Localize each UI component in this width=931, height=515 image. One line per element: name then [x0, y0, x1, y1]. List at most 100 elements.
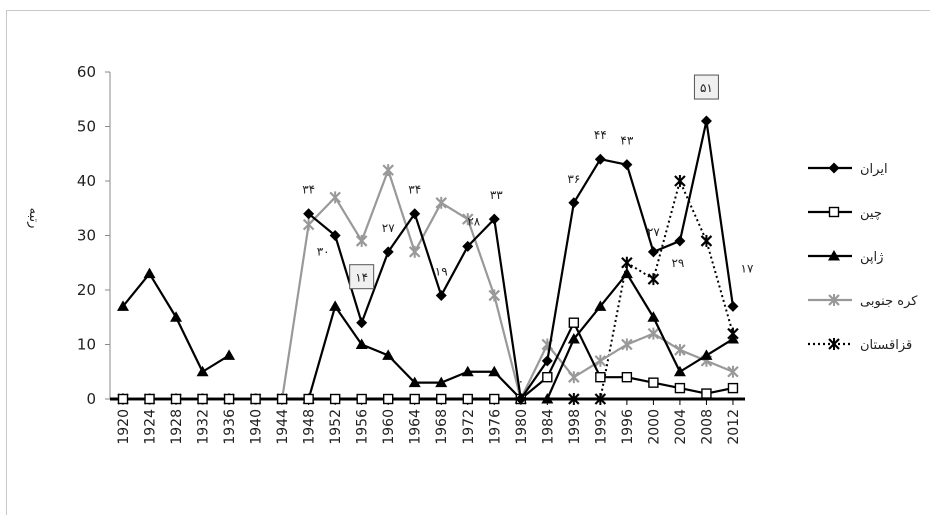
data-point: [726, 333, 739, 344]
x-tick-label: 1960: [381, 409, 397, 445]
data-point: [435, 289, 447, 301]
legend-item-3: کره جنوبی: [808, 294, 918, 309]
data-label: ۴۴: [594, 128, 607, 142]
legend-label: ایران: [860, 162, 888, 177]
data-point: [329, 191, 341, 204]
data-point: [117, 300, 129, 311]
data-label: ۳۳: [490, 188, 503, 202]
data-point: [250, 393, 261, 405]
data-point: [594, 354, 607, 367]
data-point: [329, 300, 342, 311]
legend-item-1: چین: [808, 206, 882, 221]
data-label: ۳۰: [317, 245, 330, 259]
y-tick-label: 60: [77, 63, 96, 81]
data-point: [409, 208, 421, 220]
data-point: [197, 393, 208, 405]
data-point: [567, 333, 580, 344]
series-0: [303, 115, 739, 405]
x-tick-label: 1924: [143, 409, 159, 445]
series-line: [123, 321, 734, 401]
data-label: ۱۷: [741, 261, 754, 275]
data-point: [647, 311, 660, 322]
data-point: [594, 300, 607, 311]
series-3: [117, 164, 739, 405]
data-point: [488, 365, 501, 377]
data-point: [541, 393, 554, 404]
data-point: [276, 393, 288, 405]
data-point: [727, 300, 739, 312]
x-tick-label: 1936: [222, 409, 238, 445]
x-tick-label: 1944: [275, 409, 291, 445]
y-tick-label: 10: [77, 336, 96, 354]
series-2: [117, 267, 739, 404]
legend-marker: [828, 250, 840, 261]
legend-item-4: قزاقستان: [808, 338, 912, 353]
data-point: [594, 153, 606, 165]
data-point: [170, 311, 183, 322]
data-point: [488, 213, 500, 225]
data-point: [647, 246, 659, 258]
x-tick-label: 2000: [646, 409, 662, 445]
data-point: [541, 355, 553, 367]
data-point: [594, 393, 607, 405]
legend-item-2: ژاپن: [808, 250, 883, 265]
data-point: [568, 197, 580, 209]
y-axis-label: رتبه: [26, 208, 41, 229]
data-point: [223, 393, 235, 405]
data-point: [647, 327, 660, 340]
data-point: [542, 372, 553, 383]
legend-label: قزاقستان: [860, 338, 912, 353]
data-point: [595, 372, 606, 383]
data-point: [355, 234, 368, 247]
data-point: [568, 371, 580, 384]
x-tick-label: 1980: [514, 409, 530, 445]
data-point: [621, 159, 633, 171]
x-tick-label: 1940: [249, 409, 265, 445]
data-point: [727, 382, 739, 394]
x-tick-label: 2012: [726, 409, 742, 445]
series-1: [117, 317, 739, 405]
legend-marker: [828, 206, 840, 218]
x-tick-label: 1920: [116, 409, 132, 445]
label-box: [349, 264, 375, 290]
series-line: [122, 272, 230, 373]
y-tick-label: 30: [77, 227, 96, 245]
data-label: ۴۳: [620, 134, 633, 148]
data-point: [568, 393, 580, 405]
data-point: [673, 365, 686, 377]
data-point: [462, 240, 474, 252]
legend-item-0: ایران: [808, 162, 888, 177]
legend-marker: [828, 162, 840, 174]
x-tick-label: 1998: [567, 409, 583, 445]
data-point: [489, 393, 500, 405]
data-point: [621, 338, 633, 351]
data-point: [674, 175, 686, 187]
series-line: [307, 119, 735, 401]
y-tick-label: 20: [77, 281, 96, 299]
x-tick-label: 1996: [620, 409, 636, 445]
data-point: [408, 245, 421, 258]
data-label: ۱۹: [435, 264, 448, 278]
data-label: ۳۴: [408, 183, 421, 197]
data-point: [356, 393, 367, 405]
data-point: [621, 372, 633, 383]
data-point: [700, 349, 713, 360]
data-point: [170, 393, 182, 405]
data-label: ۰: [518, 374, 524, 388]
x-tick-label: 1992: [593, 409, 609, 445]
data-point: [355, 338, 368, 349]
x-tick-label: 1984: [540, 409, 556, 445]
legend-label: چین: [860, 206, 882, 221]
data-point: [462, 393, 473, 405]
data-point: [329, 230, 341, 241]
x-tick-label: 1948: [302, 409, 318, 445]
x-tick-label: 1952: [328, 409, 344, 445]
label-box: [693, 74, 719, 100]
data-label: ۲۷: [647, 225, 660, 239]
data-label: ۱۴: [355, 271, 368, 285]
legend-marker: [828, 294, 840, 306]
data-point: [435, 376, 448, 388]
legend-label: کره جنوبی: [860, 294, 918, 309]
data-point: [436, 393, 447, 405]
data-point: [621, 256, 633, 269]
